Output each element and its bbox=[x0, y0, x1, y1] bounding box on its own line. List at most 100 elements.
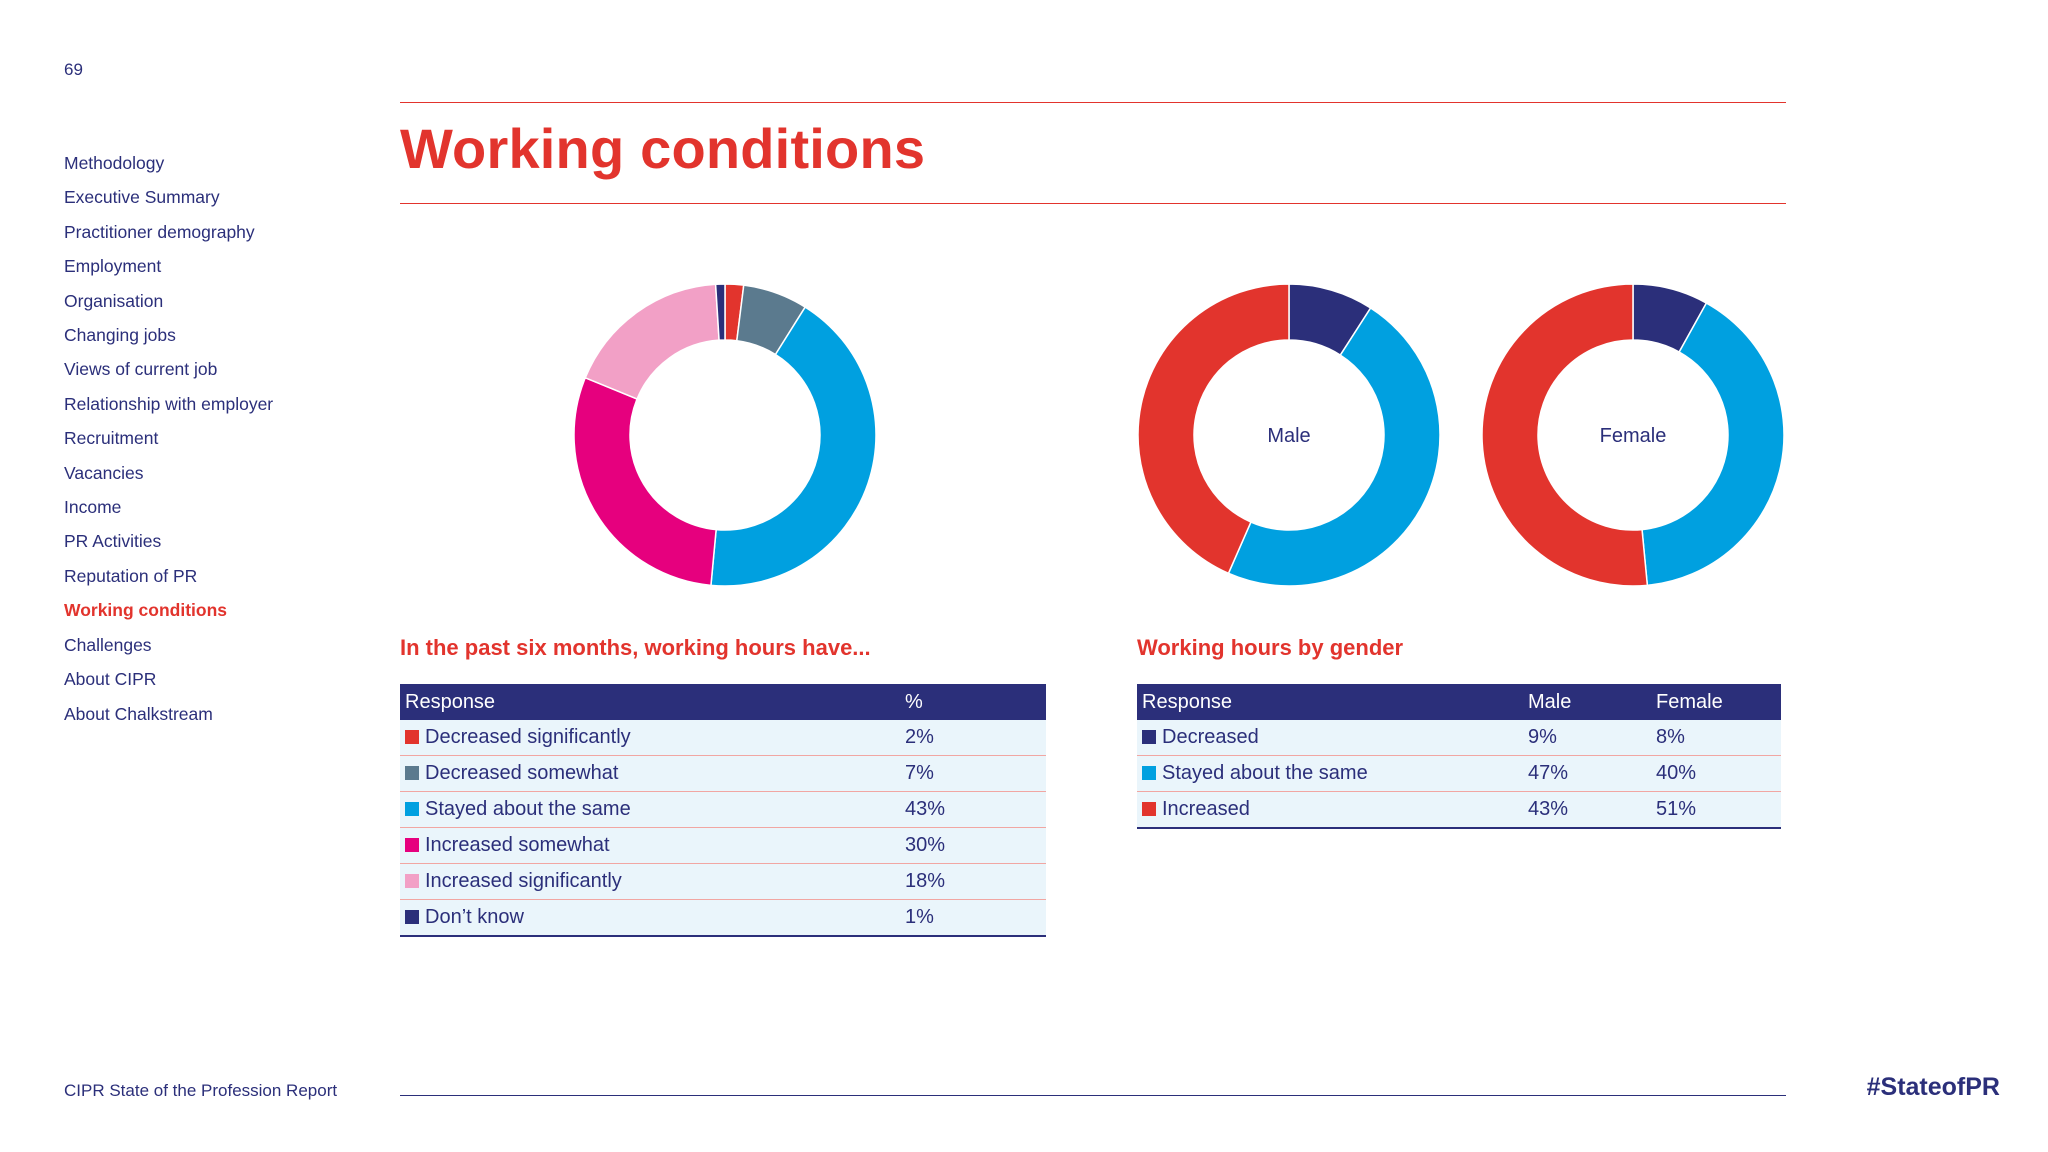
response-label: Increased somewhat bbox=[425, 834, 610, 856]
sidebar-nav: Methodology Executive Summary Practition… bbox=[64, 146, 364, 731]
table-row: Stayed about the same 43% bbox=[400, 791, 1046, 828]
sidebar-item-relationship-with-employer[interactable]: Relationship with employer bbox=[64, 393, 274, 414]
male-percent-cell: 9% bbox=[1523, 720, 1651, 756]
male-percent-cell: 47% bbox=[1523, 755, 1651, 792]
response-cell: Increased significantly bbox=[400, 863, 900, 900]
response-label: Decreased somewhat bbox=[425, 762, 619, 784]
percent-cell: 2% bbox=[900, 720, 1046, 756]
response-cell: Increased bbox=[1137, 791, 1523, 829]
response-cell: Increased somewhat bbox=[400, 827, 900, 864]
gender-table: Response Male Female Decreased 9% 8% Stayed… bbox=[1137, 684, 1781, 829]
legend-swatch bbox=[405, 838, 419, 852]
column-header-response: Response bbox=[1137, 684, 1523, 720]
table-row: Don’t know 1% bbox=[400, 899, 1046, 937]
legend-swatch bbox=[1142, 730, 1156, 744]
working-hours-donut-svg bbox=[573, 283, 877, 587]
percent-cell: 30% bbox=[900, 827, 1046, 864]
female-percent-cell: 51% bbox=[1651, 791, 1781, 829]
response-label: Don’t know bbox=[425, 906, 524, 928]
legend-swatch bbox=[405, 874, 419, 888]
response-label: Stayed about the same bbox=[1162, 762, 1368, 784]
table-row: Increased significantly 18% bbox=[400, 863, 1046, 900]
table-row: Stayed about the same 47% 40% bbox=[1137, 755, 1781, 792]
response-label: Increased bbox=[1162, 798, 1250, 820]
table-row: Increased somewhat 30% bbox=[400, 827, 1046, 864]
male-donut-svg: Male bbox=[1137, 283, 1441, 587]
page-number: 69 bbox=[64, 60, 83, 79]
sidebar-item-employment[interactable]: Employment bbox=[64, 256, 162, 277]
column-header-male: Male bbox=[1523, 684, 1651, 720]
sidebar-item-methodology[interactable]: Methodology bbox=[64, 153, 165, 173]
title-rule-top bbox=[400, 102, 1786, 103]
donut-slice-increased bbox=[1481, 283, 1649, 587]
response-cell: Stayed about the same bbox=[400, 791, 900, 828]
female-donut-chart: Female bbox=[1481, 283, 1785, 587]
response-label: Stayed about the same bbox=[425, 798, 631, 820]
sidebar-item-practitioner-demography[interactable]: Practitioner demography bbox=[64, 221, 255, 242]
sidebar-item-vacancies[interactable]: Vacancies bbox=[64, 462, 144, 483]
table-row: Decreased somewhat 7% bbox=[400, 755, 1046, 792]
response-label: Decreased significantly bbox=[425, 726, 631, 748]
sidebar-item-executive-summary[interactable]: Executive Summary bbox=[64, 187, 220, 208]
percent-cell: 18% bbox=[900, 863, 1046, 900]
sidebar-item-views-of-current-job[interactable]: Views of current job bbox=[64, 359, 218, 380]
sidebar-item-pr-activities[interactable]: PR Activities bbox=[64, 531, 162, 552]
table-row: Increased 43% 51% bbox=[1137, 791, 1781, 829]
column-header-percent: % bbox=[900, 684, 1046, 720]
footer-hashtag: #StateofPR bbox=[1866, 1073, 2000, 1101]
response-cell: Don’t know bbox=[400, 899, 900, 937]
sidebar-item-challenges[interactable]: Challenges bbox=[64, 634, 152, 655]
response-cell: Decreased significantly bbox=[400, 720, 900, 756]
column-header-female: Female bbox=[1651, 684, 1781, 720]
legend-swatch bbox=[1142, 766, 1156, 780]
female-percent-cell: 40% bbox=[1651, 755, 1781, 792]
female-center-label: Female bbox=[1600, 425, 1667, 447]
page-title: Working conditions bbox=[400, 117, 926, 180]
sidebar-item-organisation[interactable]: Organisation bbox=[64, 290, 164, 311]
table-row: Decreased significantly 2% bbox=[400, 720, 1046, 756]
column-header-response: Response bbox=[400, 684, 900, 720]
sidebar-item-recruitment[interactable]: Recruitment bbox=[64, 428, 159, 449]
male-center-label: Male bbox=[1267, 425, 1310, 447]
footer-rule bbox=[400, 1095, 1786, 1096]
sidebar-item-about-chalkstream[interactable]: About Chalkstream bbox=[64, 703, 213, 724]
donut-slice-don-t-know bbox=[714, 283, 726, 341]
gender-chart-title: Working hours by gender bbox=[1137, 635, 1404, 660]
sidebar-item-reputation-of-pr[interactable]: Reputation of PR bbox=[64, 565, 198, 586]
table-header-row: Response Male Female bbox=[1137, 684, 1781, 720]
legend-swatch bbox=[405, 802, 419, 816]
percent-cell: 7% bbox=[900, 755, 1046, 792]
donut-slice-stayed-about-the-same bbox=[1227, 306, 1441, 587]
female-donut-svg: Female bbox=[1481, 283, 1785, 587]
legend-swatch bbox=[405, 910, 419, 924]
donut-slice-stayed-about-the-same bbox=[1641, 302, 1785, 587]
donut-slice-increased bbox=[1137, 283, 1290, 575]
table-row: Decreased 9% 8% bbox=[1137, 720, 1781, 756]
sidebar-item-changing-jobs[interactable]: Changing jobs bbox=[64, 325, 176, 346]
response-cell: Decreased somewhat bbox=[400, 755, 900, 792]
response-cell: Decreased bbox=[1137, 720, 1523, 756]
sidebar-item-working-conditions[interactable]: Working conditions bbox=[64, 600, 228, 621]
male-donut-chart: Male bbox=[1137, 283, 1441, 587]
response-cell: Stayed about the same bbox=[1137, 755, 1523, 792]
percent-cell: 43% bbox=[900, 791, 1046, 828]
working-hours-donut-chart bbox=[573, 283, 877, 587]
footer-report-name: CIPR State of the Profession Report bbox=[64, 1081, 338, 1100]
donut-slice-stayed-about-the-same bbox=[710, 306, 877, 587]
donut-slice-increased-somewhat bbox=[573, 376, 717, 587]
sidebar-item-about-cipr[interactable]: About CIPR bbox=[64, 669, 157, 690]
donut-slice-increased-significantly bbox=[584, 283, 720, 400]
female-percent-cell: 8% bbox=[1651, 720, 1781, 756]
legend-swatch bbox=[1142, 802, 1156, 816]
legend-swatch bbox=[405, 730, 419, 744]
percent-cell: 1% bbox=[900, 899, 1046, 937]
table-header-row: Response % bbox=[400, 684, 1046, 720]
male-percent-cell: 43% bbox=[1523, 791, 1651, 829]
response-label: Increased significantly bbox=[425, 870, 622, 892]
response-label: Decreased bbox=[1162, 726, 1259, 748]
sidebar-item-income[interactable]: Income bbox=[64, 497, 122, 518]
working-hours-chart-title: In the past six months, working hours ha… bbox=[400, 635, 871, 660]
working-hours-table: Response % Decreased significantly 2% Decr… bbox=[400, 684, 1046, 937]
legend-swatch bbox=[405, 766, 419, 780]
title-rule-bottom bbox=[400, 203, 1786, 204]
